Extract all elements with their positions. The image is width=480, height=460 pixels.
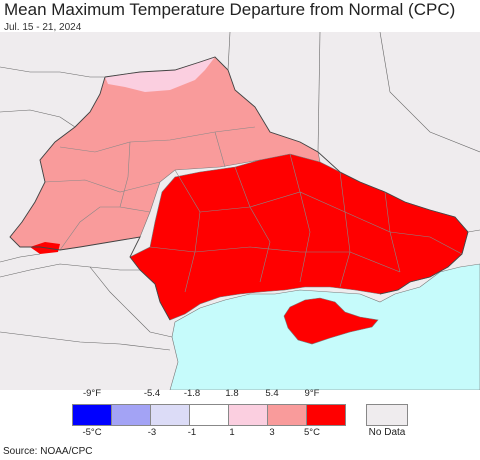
legend-tick-f: -1.8 [183, 388, 201, 399]
country-border-west [9, 76, 171, 321]
date-range: Jul. 15 - 21, 2024 [4, 22, 82, 33]
legend-tick-c: 5°C [304, 427, 320, 438]
no-data-label: No Data [368, 427, 406, 438]
legend-swatch [72, 404, 112, 426]
legend-tick-c: -5°C [82, 427, 102, 438]
region-light-pink [105, 57, 215, 92]
oblast-borders [44, 126, 463, 293]
legend-swatch [228, 404, 268, 426]
temperature-departure-map [0, 32, 480, 390]
country-border [104, 56, 469, 295]
legend-tick-c: 3 [269, 427, 275, 438]
legend-tick-c: -3 [147, 427, 157, 438]
legend-tick-f: 9°F [304, 388, 320, 399]
legend-tick-f: 5.4 [265, 388, 279, 399]
legend-tick-f: -5.4 [143, 388, 161, 399]
map-title: Mean Maximum Temperature Departure from … [4, 0, 456, 19]
legend-tick-f: 1.8 [225, 388, 239, 399]
legend: -9°F -5.4 -1.8 1.8 5.4 9°F -5°C -3 -1 1 … [0, 388, 480, 443]
legend-tick-c: 1 [229, 427, 235, 438]
legend-tick-c: -1 [187, 427, 197, 438]
crimea [283, 297, 379, 345]
no-data-swatch [366, 404, 408, 426]
source-credit: Source: NOAA/CPC [3, 446, 93, 457]
legend-swatch [150, 404, 190, 426]
neighbour-borders [0, 32, 480, 351]
legend-swatch [189, 404, 229, 426]
legend-swatch [267, 404, 307, 426]
legend-tick-f: -9°F [82, 388, 102, 399]
color-scale [72, 404, 346, 426]
legend-swatch [111, 404, 151, 426]
legend-swatch [306, 404, 346, 426]
